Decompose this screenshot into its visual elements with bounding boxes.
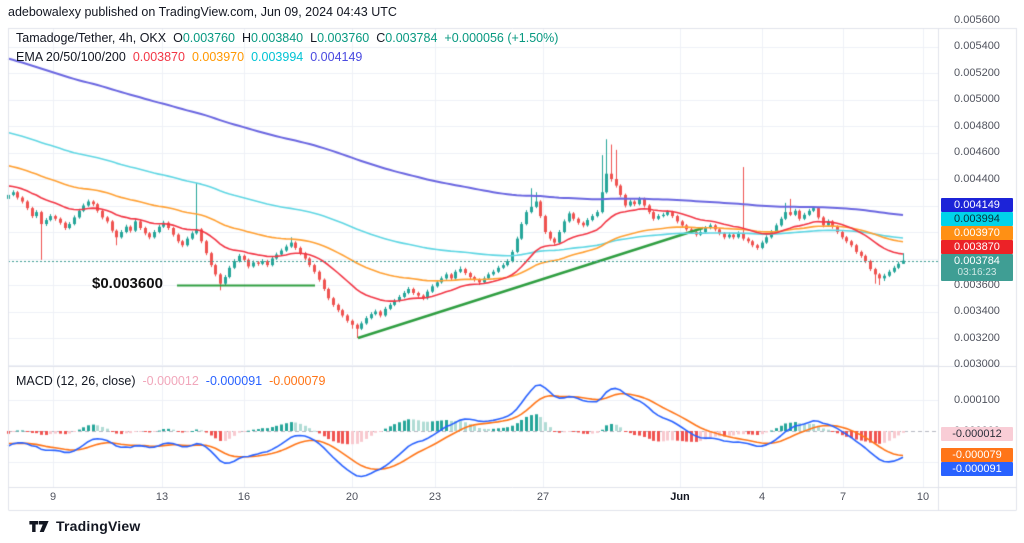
time-tick: 13 bbox=[155, 491, 169, 503]
symbol-title: Tamadoge/Tether, 4h, OKX bbox=[16, 31, 167, 45]
time-tick: 23 bbox=[428, 491, 442, 503]
symbol-legend: Tamadoge/Tether, 4h, OKX O0.003760 H0.0038… bbox=[16, 31, 565, 45]
time-tick: 16 bbox=[237, 491, 251, 503]
price-tick: 0.005600 bbox=[954, 13, 1000, 26]
price-tick: 0.004800 bbox=[954, 119, 1000, 132]
time-tick: 10 bbox=[916, 491, 930, 503]
tradingview-logo-icon bbox=[29, 520, 49, 532]
attribution-text: adebowalexy published on TradingView.com… bbox=[8, 5, 397, 19]
ohlc-token: L0.003760 bbox=[310, 31, 370, 45]
price-tick: 0.003000 bbox=[954, 358, 1000, 370]
ema-value: 0.004149 bbox=[310, 50, 363, 64]
ema-price-label: 0.003970 bbox=[941, 226, 1013, 240]
ema-price-label: 0.003994 bbox=[941, 212, 1013, 226]
ema-price-label: 0.003870 bbox=[941, 240, 1013, 254]
macd-price-label: -0.000012 bbox=[941, 427, 1013, 441]
macd-value: -0.000012 bbox=[142, 374, 199, 388]
change-value: +0.000056 (+1.50%) bbox=[444, 31, 559, 45]
macd-legend: MACD (12, 26, close) -0.000012 -0.000091 -0… bbox=[16, 374, 332, 388]
ohlc-values: O0.003760 H0.003840 L0.003760 C0.003784 +0.0… bbox=[173, 31, 565, 45]
time-tick: 27 bbox=[536, 491, 550, 503]
ema-legend-title: EMA 20/50/100/200 bbox=[16, 50, 126, 64]
time-tick: 4 bbox=[758, 491, 766, 503]
price-tick: 0.005200 bbox=[954, 66, 1000, 79]
price-tick: 0.005400 bbox=[954, 40, 1000, 52]
price-tick: 0.004400 bbox=[954, 172, 1000, 185]
price-tick: 0.004600 bbox=[954, 146, 1000, 158]
ema-values: 0.003870 0.003970 0.003994 0.004149 bbox=[133, 50, 370, 64]
macd-value: -0.000091 bbox=[205, 374, 263, 388]
price-tick: 0.003600 bbox=[954, 278, 1000, 291]
macd-values: -0.000012 -0.000091 -0.000079 bbox=[142, 374, 332, 388]
ema-legend: EMA 20/50/100/200 0.003870 0.003970 0.00399… bbox=[16, 50, 369, 64]
ema-value: 0.003870 bbox=[132, 50, 185, 64]
ema-price-label: 0.004149 bbox=[941, 198, 1013, 212]
macd-value: -0.000079 bbox=[269, 374, 326, 388]
price-tick: 0.003400 bbox=[954, 305, 1000, 317]
macd-price-label: -0.000079 bbox=[941, 448, 1013, 462]
time-tick: Jun bbox=[670, 491, 690, 503]
time-tick: 9 bbox=[49, 491, 57, 503]
price-tick: 0.003200 bbox=[954, 331, 1000, 344]
macd-price-label: -0.000091 bbox=[941, 462, 1013, 476]
tradingview-logo[interactable]: TradingView bbox=[28, 518, 140, 534]
time-tick: 20 bbox=[345, 491, 359, 503]
price-tick: 0.005000 bbox=[954, 93, 1000, 105]
ohlc-token: C0.003784 bbox=[376, 31, 438, 45]
tradingview-logo-text: TradingView bbox=[56, 518, 141, 534]
ema-value: 0.003970 bbox=[191, 50, 245, 64]
last-price-label: 0.003784 03:16:23 bbox=[941, 254, 1013, 281]
ohlc-token: O0.003760 bbox=[173, 31, 235, 45]
macd-tick: 0.000100 bbox=[954, 393, 1000, 406]
support-price-annotation: $0.003600 bbox=[92, 275, 163, 292]
macd-legend-title: MACD (12, 26, close) bbox=[16, 374, 136, 388]
ohlc-token: H0.003840 bbox=[241, 31, 304, 45]
ema-value: 0.003994 bbox=[251, 50, 304, 64]
time-tick: 7 bbox=[839, 491, 847, 503]
